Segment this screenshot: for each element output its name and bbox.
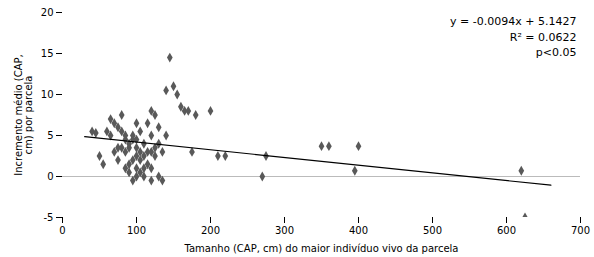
svg-text:y = -0.0094x + 5.1427R² = 0.06: y = -0.0094x + 5.1427R² = 0.0622p<0.05 — [450, 15, 576, 59]
svg-text:-5: -5 — [44, 212, 54, 223]
svg-text:Incremento médio (CAP,cm) por: Incremento médio (CAP,cm) por parcela — [13, 54, 34, 176]
svg-text:20: 20 — [41, 7, 54, 18]
svg-text:600: 600 — [497, 225, 516, 236]
svg-text:0: 0 — [47, 171, 53, 182]
svg-text:10: 10 — [41, 89, 54, 100]
svg-text:5: 5 — [47, 130, 53, 141]
svg-text:100: 100 — [127, 225, 146, 236]
svg-text:300: 300 — [275, 225, 294, 236]
svg-text:500: 500 — [423, 225, 442, 236]
svg-text:200: 200 — [201, 225, 220, 236]
svg-text:Tamanho (CAP, cm) do maior ind: Tamanho (CAP, cm) do maior indivíduo viv… — [184, 243, 459, 254]
svg-text:400: 400 — [349, 225, 368, 236]
svg-text:15: 15 — [41, 48, 54, 59]
svg-text:700: 700 — [571, 225, 590, 236]
svg-text:0: 0 — [59, 225, 65, 236]
